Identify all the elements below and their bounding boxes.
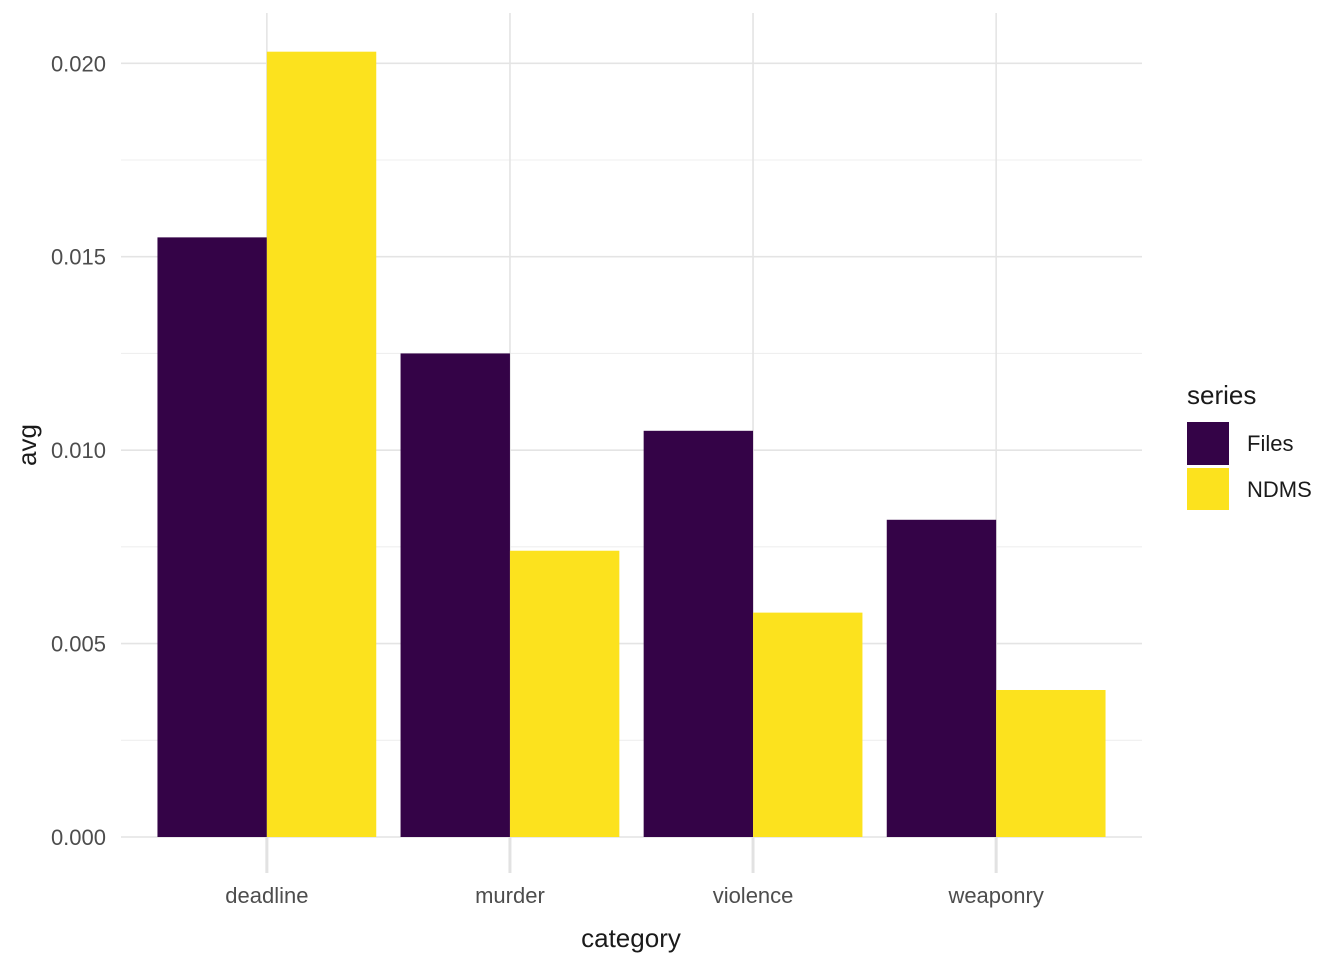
bar-ndms-weaponry: [996, 689, 1106, 837]
legend-title: series: [1187, 380, 1256, 410]
bar-files-deadline: [157, 237, 267, 837]
x-axis-tick-labels: deadline murder violence weaponry: [225, 883, 1044, 908]
y-axis-tick-labels: 0.000 0.005 0.010 0.015 0.020: [51, 51, 106, 850]
x-axis-title: category: [581, 923, 681, 953]
y-tick-label: 0.010: [51, 438, 106, 463]
bar-files-murder: [400, 353, 510, 837]
bar-ndms-violence: [753, 612, 863, 837]
x-tick-label: weaponry: [947, 883, 1043, 908]
y-tick-label: 0.000: [51, 825, 106, 850]
y-tick-label: 0.005: [51, 632, 106, 657]
y-tick-label: 0.015: [51, 245, 106, 270]
legend-swatch-files: [1187, 422, 1229, 465]
bar-files-violence: [643, 430, 754, 837]
legend-label-ndms: NDMS: [1247, 477, 1312, 502]
x-tick-label: violence: [713, 883, 794, 908]
legend: series Files NDMS: [1187, 380, 1312, 510]
y-tick-label: 0.020: [51, 51, 106, 76]
x-tick-label: murder: [475, 883, 545, 908]
x-axis-tick-marks: [265, 837, 998, 873]
legend-label-files: Files: [1247, 431, 1293, 456]
bars: [157, 51, 1106, 838]
y-axis-title: avg: [12, 424, 42, 466]
bar-files-weaponry: [886, 519, 997, 837]
bar-ndms-murder: [509, 550, 620, 837]
legend-swatch-ndms: [1187, 468, 1229, 510]
x-tick-label: deadline: [225, 883, 308, 908]
bar-ndms-deadline: [266, 51, 377, 838]
